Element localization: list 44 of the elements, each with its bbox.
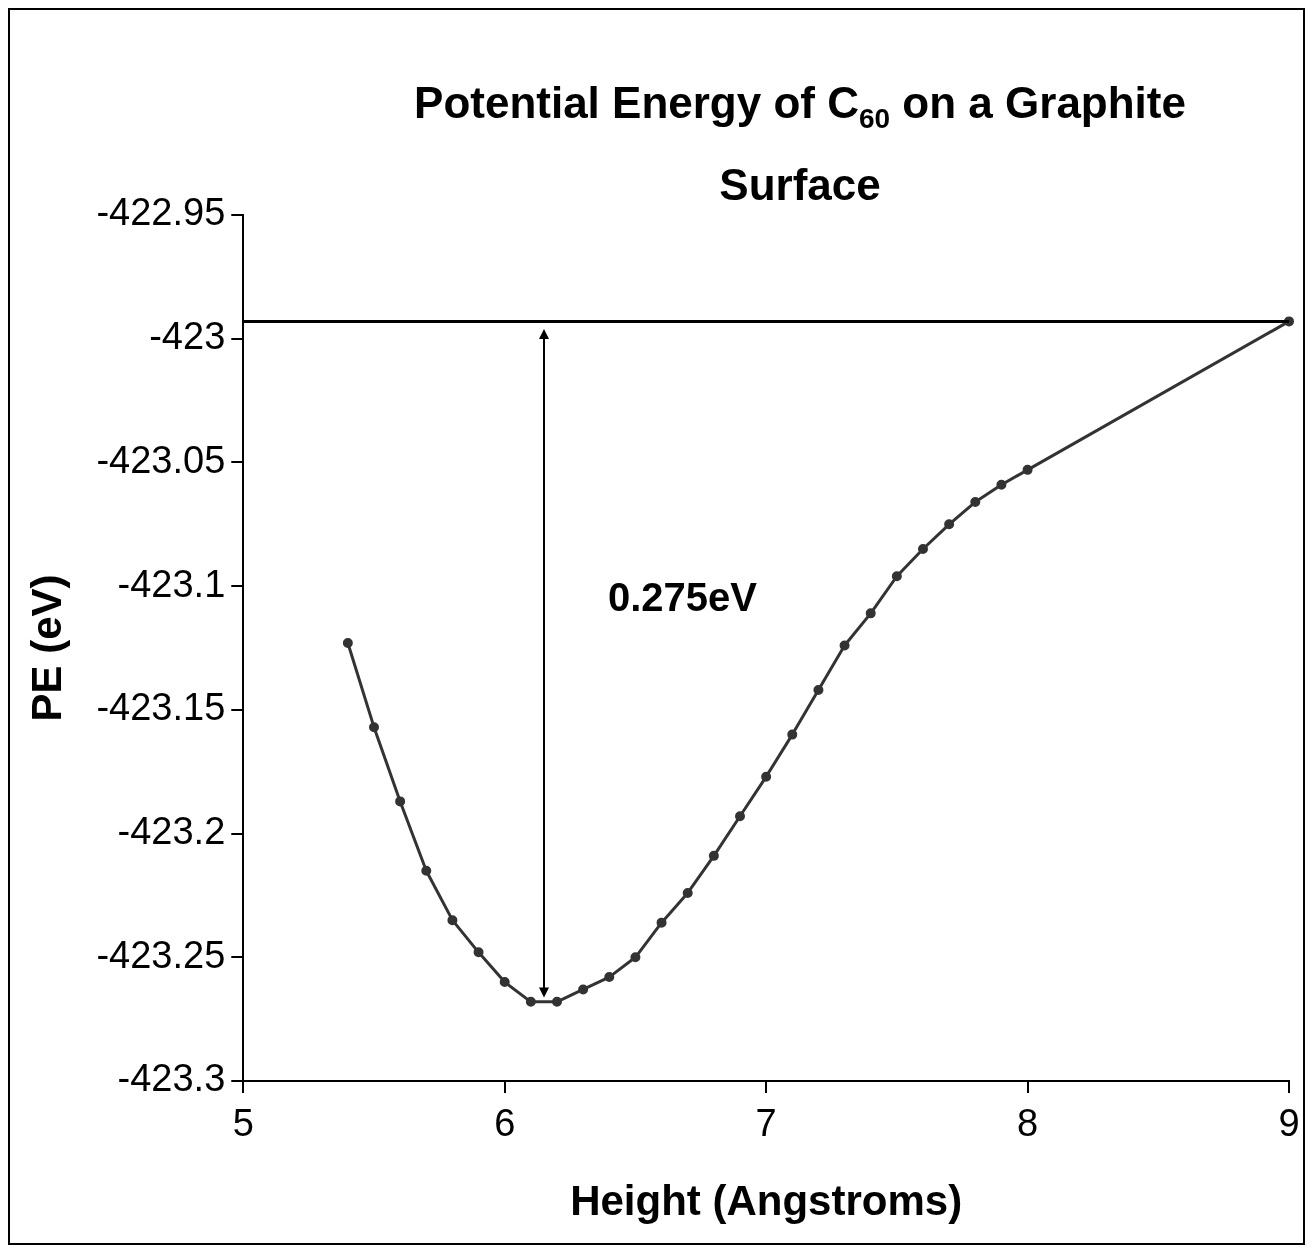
point — [525, 996, 536, 1007]
annotation: 0.275eV — [607, 575, 758, 620]
point — [656, 917, 667, 928]
point — [1022, 464, 1033, 475]
point — [499, 977, 510, 988]
y-tick-label: -422.95 — [96, 191, 226, 234]
x-tick-label: 6 — [494, 1102, 516, 1145]
point — [578, 984, 589, 995]
point — [342, 638, 353, 649]
chart-title: Potential Energy of C$_{60}$ on a Graphite Surface — [413, 77, 1187, 211]
y-tick-label: -423.05 — [96, 438, 226, 481]
point — [447, 915, 458, 926]
point — [473, 947, 484, 958]
x-tick-label: 9 — [1278, 1102, 1300, 1145]
point — [735, 811, 745, 822]
point — [761, 771, 772, 782]
point — [630, 952, 641, 963]
point — [996, 479, 1007, 490]
point — [395, 796, 406, 807]
x-tick-label: 8 — [1017, 1102, 1039, 1145]
point — [421, 865, 432, 876]
x-axis-title: Height (Angstroms) — [570, 1177, 963, 1225]
y-tick-label: -423.1 — [117, 562, 226, 605]
x-tick-label: 7 — [755, 1102, 777, 1145]
x-tick-label: 5 — [232, 1102, 254, 1145]
point — [865, 608, 876, 619]
point — [604, 972, 615, 983]
point — [918, 544, 928, 555]
point — [552, 996, 562, 1007]
point — [708, 850, 719, 861]
point — [891, 571, 902, 582]
point — [970, 497, 981, 508]
point — [787, 729, 798, 740]
y-tick-label: -423.3 — [117, 1057, 226, 1100]
point — [369, 722, 379, 733]
y-tick-label: -423 — [149, 315, 226, 358]
point — [839, 640, 850, 651]
point — [682, 887, 693, 898]
y-tick-label: -423.2 — [117, 810, 226, 853]
y-tick-label: -423.25 — [96, 933, 226, 976]
y-tick-label: -423.15 — [96, 686, 226, 729]
point — [944, 519, 955, 530]
y-axis-title: PE (eV) — [22, 574, 70, 722]
point — [813, 685, 824, 696]
